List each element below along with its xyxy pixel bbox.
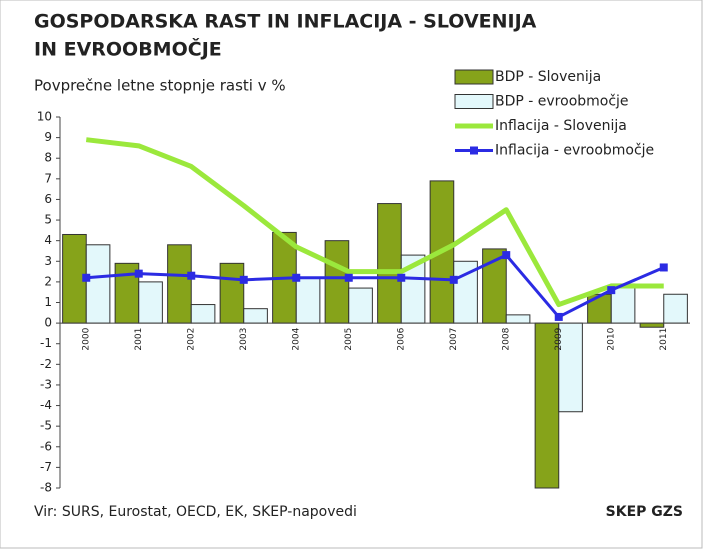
marker [449, 275, 458, 284]
y-tick-label: -2 [40, 357, 52, 371]
x-tick-label: 2004 [292, 327, 302, 350]
legend-label: Inflacija - Slovenija [495, 118, 627, 134]
bar [377, 203, 402, 324]
marker [82, 273, 91, 282]
brand: SKEP GZS [606, 504, 683, 520]
y-tick-label: 1 [44, 295, 52, 309]
x-tick-label: 2003 [239, 328, 249, 351]
y-tick-label: -5 [40, 419, 52, 433]
y-tick-label: 9 [44, 130, 52, 144]
y-tick-label: -8 [40, 481, 52, 495]
x-tick-label: 2000 [82, 327, 92, 350]
y-tick-label: 5 [44, 213, 52, 227]
marker [397, 273, 406, 282]
marker [502, 251, 511, 260]
bar [85, 244, 111, 324]
bar [587, 293, 612, 324]
subtitle: Povprečne letne stopnje rasti v % [34, 77, 286, 95]
bar [190, 304, 216, 324]
legend-swatch [454, 69, 494, 85]
bar [348, 287, 373, 324]
y-tick-label: 6 [44, 192, 52, 206]
x-tick-label: 2001 [134, 328, 144, 351]
bar [505, 314, 531, 324]
line [86, 253, 665, 319]
line [85, 137, 664, 308]
x-tick-label: 2007 [449, 328, 459, 351]
x-tick-label: 2011 [659, 328, 669, 351]
marker [554, 312, 563, 321]
bar [243, 308, 268, 324]
y-tick-label: -7 [40, 460, 52, 474]
chart-title: GOSPODARSKA RAST IN INFLACIJA - SLOVENIJ… [34, 11, 537, 33]
x-tick-label: 2006 [397, 327, 407, 350]
marker [607, 286, 616, 295]
marker [344, 273, 353, 282]
x-tick-label: 2002 [187, 328, 197, 351]
y-tick-label: 4 [44, 233, 52, 247]
marker [134, 269, 143, 278]
bar [663, 293, 688, 324]
legend-label: BDP - evroobmočje [495, 94, 629, 110]
x-tick-label: 2009 [554, 327, 564, 350]
bar [324, 240, 350, 324]
y-tick-label: -4 [40, 398, 52, 412]
y-tick-label: 10 [37, 110, 52, 124]
y-tick-label: -1 [40, 336, 52, 350]
legend-label: BDP - Slovenija [495, 69, 601, 85]
marker [239, 275, 248, 284]
y-tick-label: -6 [40, 439, 52, 453]
bar [167, 244, 192, 324]
y-tick-label: 8 [44, 151, 52, 165]
legend-swatch [470, 146, 478, 155]
y-tick-label: 3 [44, 254, 52, 268]
bar [138, 281, 163, 324]
bar [219, 262, 245, 324]
y-tick-label: 7 [44, 171, 52, 185]
x-tick-label: 2010 [607, 327, 617, 350]
bar [639, 322, 665, 328]
chart-title: IN EVROOBMOČJE [34, 37, 222, 61]
legend-swatch [454, 94, 494, 109]
x-tick-label: 2008 [502, 327, 512, 350]
bar [295, 277, 321, 324]
marker [659, 263, 668, 272]
legend-label: Inflacija - evroobmočje [495, 143, 654, 159]
x-tick-label: 2005 [344, 328, 354, 351]
y-tick-label: 0 [44, 316, 52, 330]
marker [187, 271, 196, 280]
source: Vir: SURS, Eurostat, OECD, EK, SKEP-napo… [34, 504, 357, 520]
marker [292, 273, 301, 282]
y-tick-label: 2 [44, 274, 52, 288]
y-tick-label: -3 [40, 377, 52, 391]
